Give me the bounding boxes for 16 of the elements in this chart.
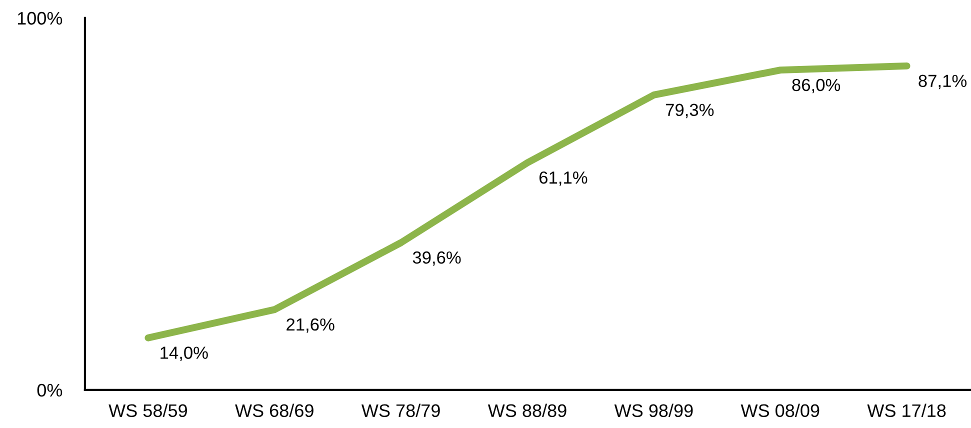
x-tick-label: WS 88/89 (488, 404, 566, 418)
x-tick-label: WS 58/59 (108, 404, 187, 418)
x-tick-label: WS 78/79 (361, 404, 440, 418)
data-label: 14,0% (160, 346, 208, 361)
data-label: 39,6% (412, 251, 461, 266)
x-tick-label: WS 08/09 (740, 404, 820, 418)
data-label: 21,6% (286, 318, 334, 333)
data-label: 86,0% (792, 78, 840, 94)
y-tick-label: 100% (18, 12, 62, 25)
x-tick-label: WS 17/18 (867, 404, 946, 418)
x-tick-label: WS 68/69 (235, 404, 314, 418)
data-label: 61,1% (539, 171, 588, 186)
data-label: 79,3% (666, 104, 714, 118)
data-label: 87,1% (918, 74, 967, 90)
y-tick-label: 0% (37, 384, 62, 397)
x-tick-label: WS 98/99 (614, 404, 693, 418)
